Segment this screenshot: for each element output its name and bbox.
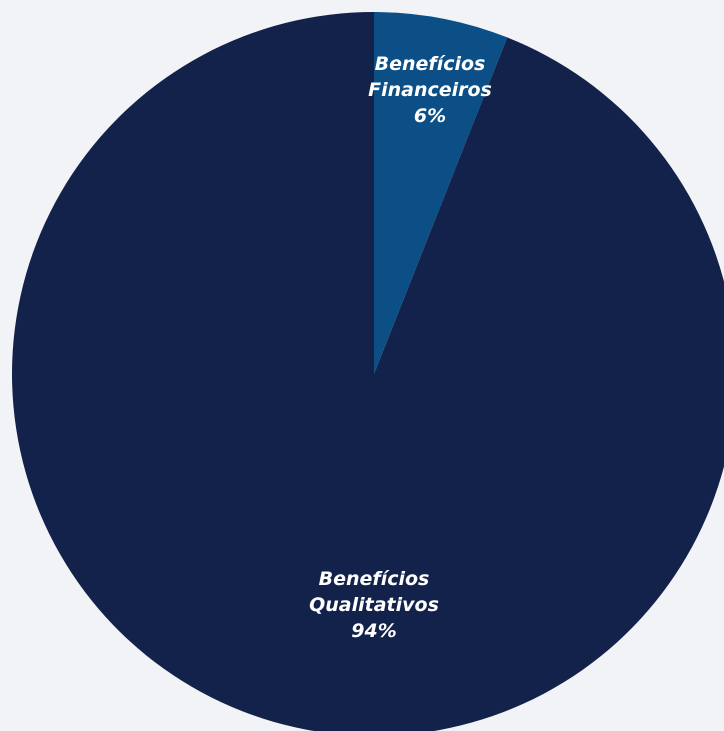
slice-value-label: 6%	[414, 105, 446, 127]
pie-slice-0	[374, 12, 508, 374]
slice-label-0: Benefícios Financeiros 6%	[368, 53, 492, 127]
slice-name-line: Qualitativos	[309, 594, 439, 616]
slice-name-line: Financeiros	[368, 79, 492, 101]
slice-label-1: Benefícios Qualitativos 94%	[309, 568, 439, 642]
pie-slice-1	[12, 12, 724, 731]
slice-name-line: Benefícios	[319, 568, 430, 590]
slice-name-line: Benefícios	[375, 53, 486, 75]
slice-value-label: 94%	[351, 620, 396, 642]
